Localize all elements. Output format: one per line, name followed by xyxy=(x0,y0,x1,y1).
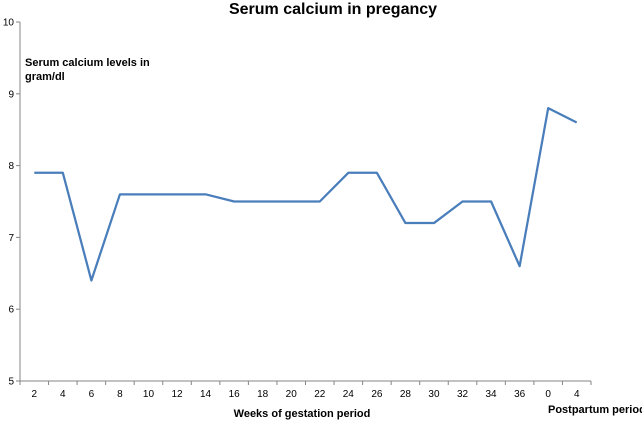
x-tick-label: 4 xyxy=(60,389,66,400)
x-tick-label: 12 xyxy=(171,389,183,400)
x-tick-label: 6 xyxy=(89,389,95,400)
x-axis-label-postpartum: Postpartum period xyxy=(548,404,642,416)
y-tick-label: 6 xyxy=(8,305,14,316)
x-tick-label: 2 xyxy=(31,389,37,400)
y-axis-label-line2: gram/dl xyxy=(25,71,65,83)
x-tick-label: 32 xyxy=(457,389,469,400)
x-tick-label: 34 xyxy=(486,389,498,400)
x-tick-label: 10 xyxy=(143,389,155,400)
x-axis-label: Weeks of gestation period xyxy=(234,408,371,420)
y-tick-label: 9 xyxy=(8,89,14,100)
x-tick-label: 22 xyxy=(314,389,326,400)
y-tick-label: 10 xyxy=(3,18,15,29)
x-ticks: 2 4 6 8 10 12 14 16 18 20 22 24 26 28 30 32 34 36 0 4 xyxy=(19,381,592,400)
x-tick-label: 26 xyxy=(371,389,383,400)
y-axis-label-line1: Serum calcium levels in xyxy=(25,57,150,69)
x-tick-label: 20 xyxy=(286,389,298,400)
x-tick-label: 14 xyxy=(200,389,212,400)
x-tick-label: 0 xyxy=(545,389,551,400)
x-tick-label: 28 xyxy=(400,389,412,400)
x-tick-label: 18 xyxy=(257,389,269,400)
y-ticks: 5 6 7 8 9 10 xyxy=(3,18,20,388)
x-tick-label: 30 xyxy=(428,389,440,400)
y-tick-label: 8 xyxy=(8,161,14,172)
chart-title: Serum calcium in pregancy xyxy=(229,1,437,18)
y-tick-label: 7 xyxy=(8,233,14,244)
series-layer xyxy=(34,107,578,282)
series-line xyxy=(34,107,578,282)
x-tick-label: 36 xyxy=(514,389,526,400)
y-tick-label: 5 xyxy=(8,377,14,388)
x-tick-label: 4 xyxy=(574,389,580,400)
x-tick-label: 8 xyxy=(117,389,123,400)
x-tick-label: 16 xyxy=(229,389,241,400)
x-tick-label: 24 xyxy=(343,389,355,400)
